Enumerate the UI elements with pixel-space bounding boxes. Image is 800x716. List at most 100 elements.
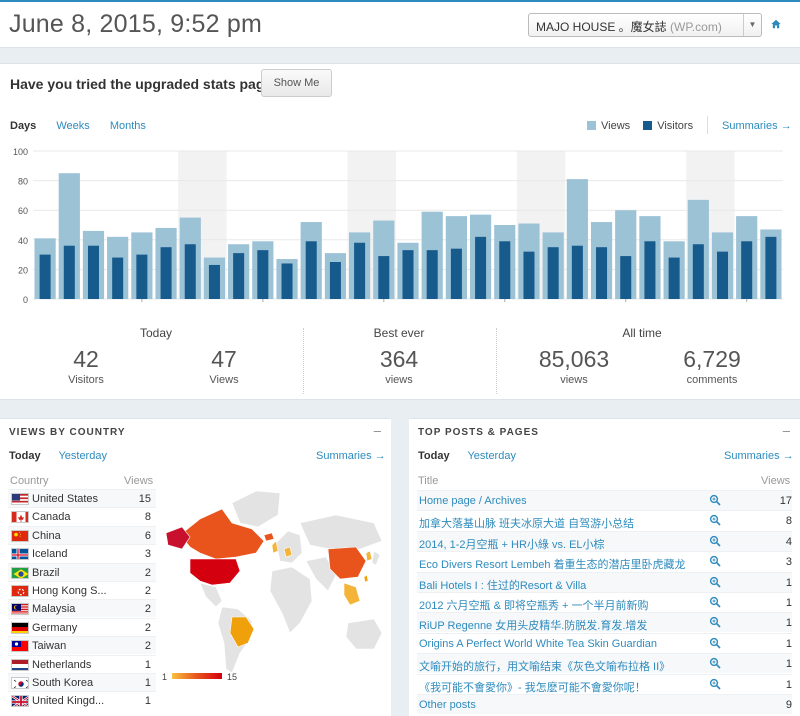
zoom-in-icon[interactable]	[709, 535, 721, 547]
country-row[interactable]: Malaysia 2	[8, 599, 156, 618]
tab-today[interactable]: Today	[418, 450, 450, 462]
show-me-button[interactable]: Show Me	[261, 69, 332, 97]
usa-region[interactable]	[189, 558, 241, 586]
post-title-link[interactable]: 《我可能不會愛你》- 我怎麽可能不會愛你呢！	[419, 681, 646, 694]
visitors-bar[interactable]	[717, 251, 729, 299]
site-selector[interactable]: MAJO HOUSE 。魔女誌 (WP.com) ▼	[528, 13, 762, 37]
post-title-link[interactable]: 加拿大落基山脉 班夫冰原大道 自驾游小总结	[419, 518, 635, 531]
tab-months[interactable]: Months	[109, 120, 146, 132]
visitors-bar[interactable]	[63, 245, 75, 299]
china-region[interactable]	[327, 546, 367, 580]
zoom-in-icon[interactable]	[709, 555, 721, 567]
country-row[interactable]: Netherlands 1	[8, 654, 156, 673]
visitors-bar[interactable]	[378, 256, 390, 299]
canada-region[interactable]	[179, 508, 265, 560]
tab-yesterday[interactable]: Yesterday	[467, 450, 516, 462]
post-title-link[interactable]: 2014, 1-2月空瓶 + HR小綠 vs. EL小棕	[419, 538, 605, 551]
collapse-icon[interactable]: –	[782, 423, 790, 438]
visitors-bar[interactable]	[668, 257, 680, 299]
other-posts-link[interactable]: Other posts	[419, 699, 476, 711]
visitors-bar[interactable]	[692, 244, 704, 299]
country-row[interactable]: Canada 8	[8, 507, 156, 525]
south-asia-region[interactable]	[305, 556, 337, 592]
post-title-link[interactable]: Eco Divers Resort Lembeh 着重生态的潜店里卧虎藏龙	[419, 559, 686, 572]
post-title-link[interactable]: RiUP Regenne 女用头皮精华.防脱发.育发.增发	[419, 620, 648, 633]
home-icon[interactable]	[771, 19, 781, 29]
zoom-in-icon[interactable]	[709, 514, 721, 526]
zoom-in-icon[interactable]	[709, 576, 721, 588]
post-title-link[interactable]: 文喻开始的旅行，用文喻结束《灰色文喻布拉格 II》	[419, 661, 671, 674]
russia-region[interactable]	[299, 514, 383, 550]
visitors-bar[interactable]	[426, 250, 438, 299]
country-row[interactable]: United States 15	[8, 489, 156, 507]
visitors-bar[interactable]	[112, 257, 124, 299]
summaries-link[interactable]: Summaries →	[722, 120, 792, 132]
country-row[interactable]: Germany 2	[8, 617, 156, 636]
taiwan-region[interactable]	[363, 574, 369, 583]
country-summaries-link[interactable]: Summaries →	[316, 450, 386, 462]
australia-region[interactable]	[345, 618, 383, 650]
brazil-region[interactable]	[229, 616, 255, 648]
africa-region[interactable]	[269, 566, 313, 634]
visitors-bar[interactable]	[450, 248, 462, 299]
visitors-bar[interactable]	[571, 245, 583, 299]
visitors-bar[interactable]	[87, 245, 99, 299]
visitors-bar[interactable]	[184, 244, 196, 299]
visitors-bar[interactable]	[523, 251, 535, 299]
southeast-asia-region[interactable]	[343, 582, 361, 606]
chevron-down-icon[interactable]: ▼	[743, 14, 761, 36]
zoom-in-icon[interactable]	[709, 637, 721, 649]
zoom-in-icon[interactable]	[709, 596, 721, 608]
country-row[interactable]: Taiwan 2	[8, 636, 156, 655]
country-row[interactable]: United Kingd... 1	[8, 691, 156, 709]
country-row[interactable]: China 6	[8, 525, 156, 544]
country-row[interactable]: South Korea 1	[8, 673, 156, 691]
visitors-bar[interactable]	[354, 242, 366, 299]
post-title-link[interactable]: Origins A Perfect World White Tea Skin G…	[419, 637, 658, 650]
visitors-swatch	[643, 121, 653, 130]
uk-region[interactable]	[271, 540, 279, 554]
visitors-bar[interactable]	[233, 253, 245, 299]
mexico-region[interactable]	[199, 582, 223, 608]
collapse-icon[interactable]: –	[373, 423, 381, 438]
korea-region[interactable]	[365, 550, 373, 562]
post-title-link[interactable]: Bali Hotels I : 住过的Resort & Villa	[419, 579, 587, 592]
visitors-bar[interactable]	[644, 241, 656, 299]
tab-today[interactable]: Today	[9, 450, 41, 462]
zoom-in-icon[interactable]	[709, 616, 721, 628]
visitors-bar[interactable]	[208, 264, 220, 299]
visitors-bar[interactable]	[475, 236, 487, 299]
japan-region[interactable]	[371, 550, 381, 566]
visitors-bar[interactable]	[329, 262, 341, 299]
tab-weeks[interactable]: Weeks	[56, 120, 90, 132]
visitors-bar[interactable]	[620, 256, 632, 299]
visitors-bar[interactable]	[281, 263, 293, 299]
visitors-bar[interactable]	[547, 247, 559, 299]
visitors-bar[interactable]	[499, 241, 511, 299]
visitors-bar[interactable]	[160, 247, 172, 299]
country-row[interactable]: Hong Kong S... 2	[8, 581, 156, 599]
europe-region[interactable]	[275, 530, 303, 564]
country-row[interactable]: Brazil 2	[8, 562, 156, 581]
post-title-link[interactable]: Home page / Archives	[419, 495, 527, 507]
posts-summaries-link[interactable]: Summaries →	[724, 450, 794, 462]
germany-region[interactable]	[283, 546, 293, 558]
visitors-bar[interactable]	[741, 241, 753, 299]
visitors-bar[interactable]	[39, 254, 51, 299]
country-row[interactable]: Iceland 3	[8, 544, 156, 562]
alaska-region[interactable]	[165, 526, 191, 550]
zoom-in-icon[interactable]	[709, 494, 721, 506]
visitors-bar[interactable]	[305, 241, 317, 299]
tab-days[interactable]: Days	[10, 120, 37, 132]
post-title-link[interactable]: 2012 六月空瓶 & 即将空瓶秀 + 一个半月前新购	[419, 600, 649, 612]
greenland-region[interactable]	[231, 490, 281, 528]
visitors-bar[interactable]	[596, 247, 608, 299]
visitors-bar[interactable]	[765, 236, 777, 299]
zoom-in-icon[interactable]	[709, 657, 721, 669]
visitors-bar[interactable]	[402, 250, 414, 299]
iceland-region[interactable]	[263, 532, 275, 542]
visitors-bar[interactable]	[257, 250, 269, 299]
tab-yesterday[interactable]: Yesterday	[58, 450, 107, 462]
visitors-bar[interactable]	[136, 254, 148, 299]
zoom-in-icon[interactable]	[709, 678, 721, 690]
